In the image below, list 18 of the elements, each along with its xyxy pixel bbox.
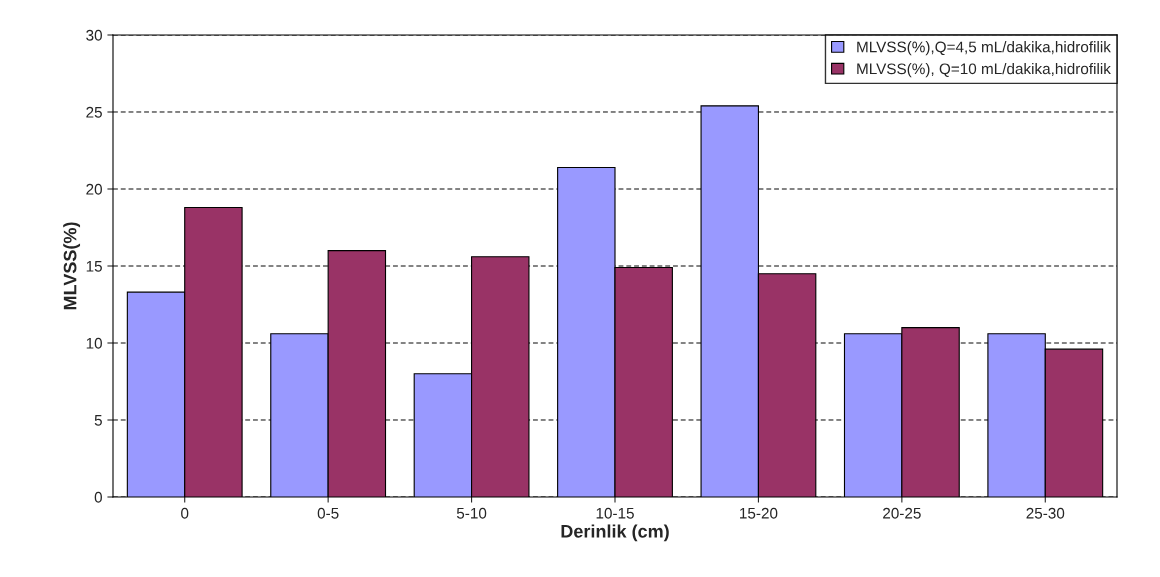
- y-tick-label: 20: [86, 183, 102, 195]
- y-tick-label: 30: [86, 29, 102, 41]
- y-tick-label: 5: [94, 415, 102, 426]
- y-tick-label: 15: [86, 261, 102, 272]
- x-tick-label: 25-30: [1026, 507, 1065, 519]
- x-tick-label: 15-20: [740, 507, 778, 519]
- x-tick-label: 10-15: [596, 507, 634, 519]
- legend-label: MLVSS(%),Q=4,5 mL/dakika,hidrofilik: [857, 41, 1111, 56]
- x-tick-label: 0-5: [317, 507, 339, 519]
- y-tick-label: 25: [86, 106, 102, 118]
- x-axis-title: Derinlik (cm): [561, 524, 669, 542]
- x-tick-label: 20-25: [883, 507, 921, 519]
- legend-label: MLVSS(%), Q=10 mL/dakika,hidrofilik: [857, 62, 1111, 78]
- x-tick-label: 0: [181, 507, 189, 519]
- y-tick-label: 10: [86, 337, 102, 349]
- x-tick-label: 5-10: [456, 507, 487, 519]
- y-axis-title: MLVSS(%): [63, 222, 81, 310]
- y-tick-label: 0: [94, 491, 102, 503]
